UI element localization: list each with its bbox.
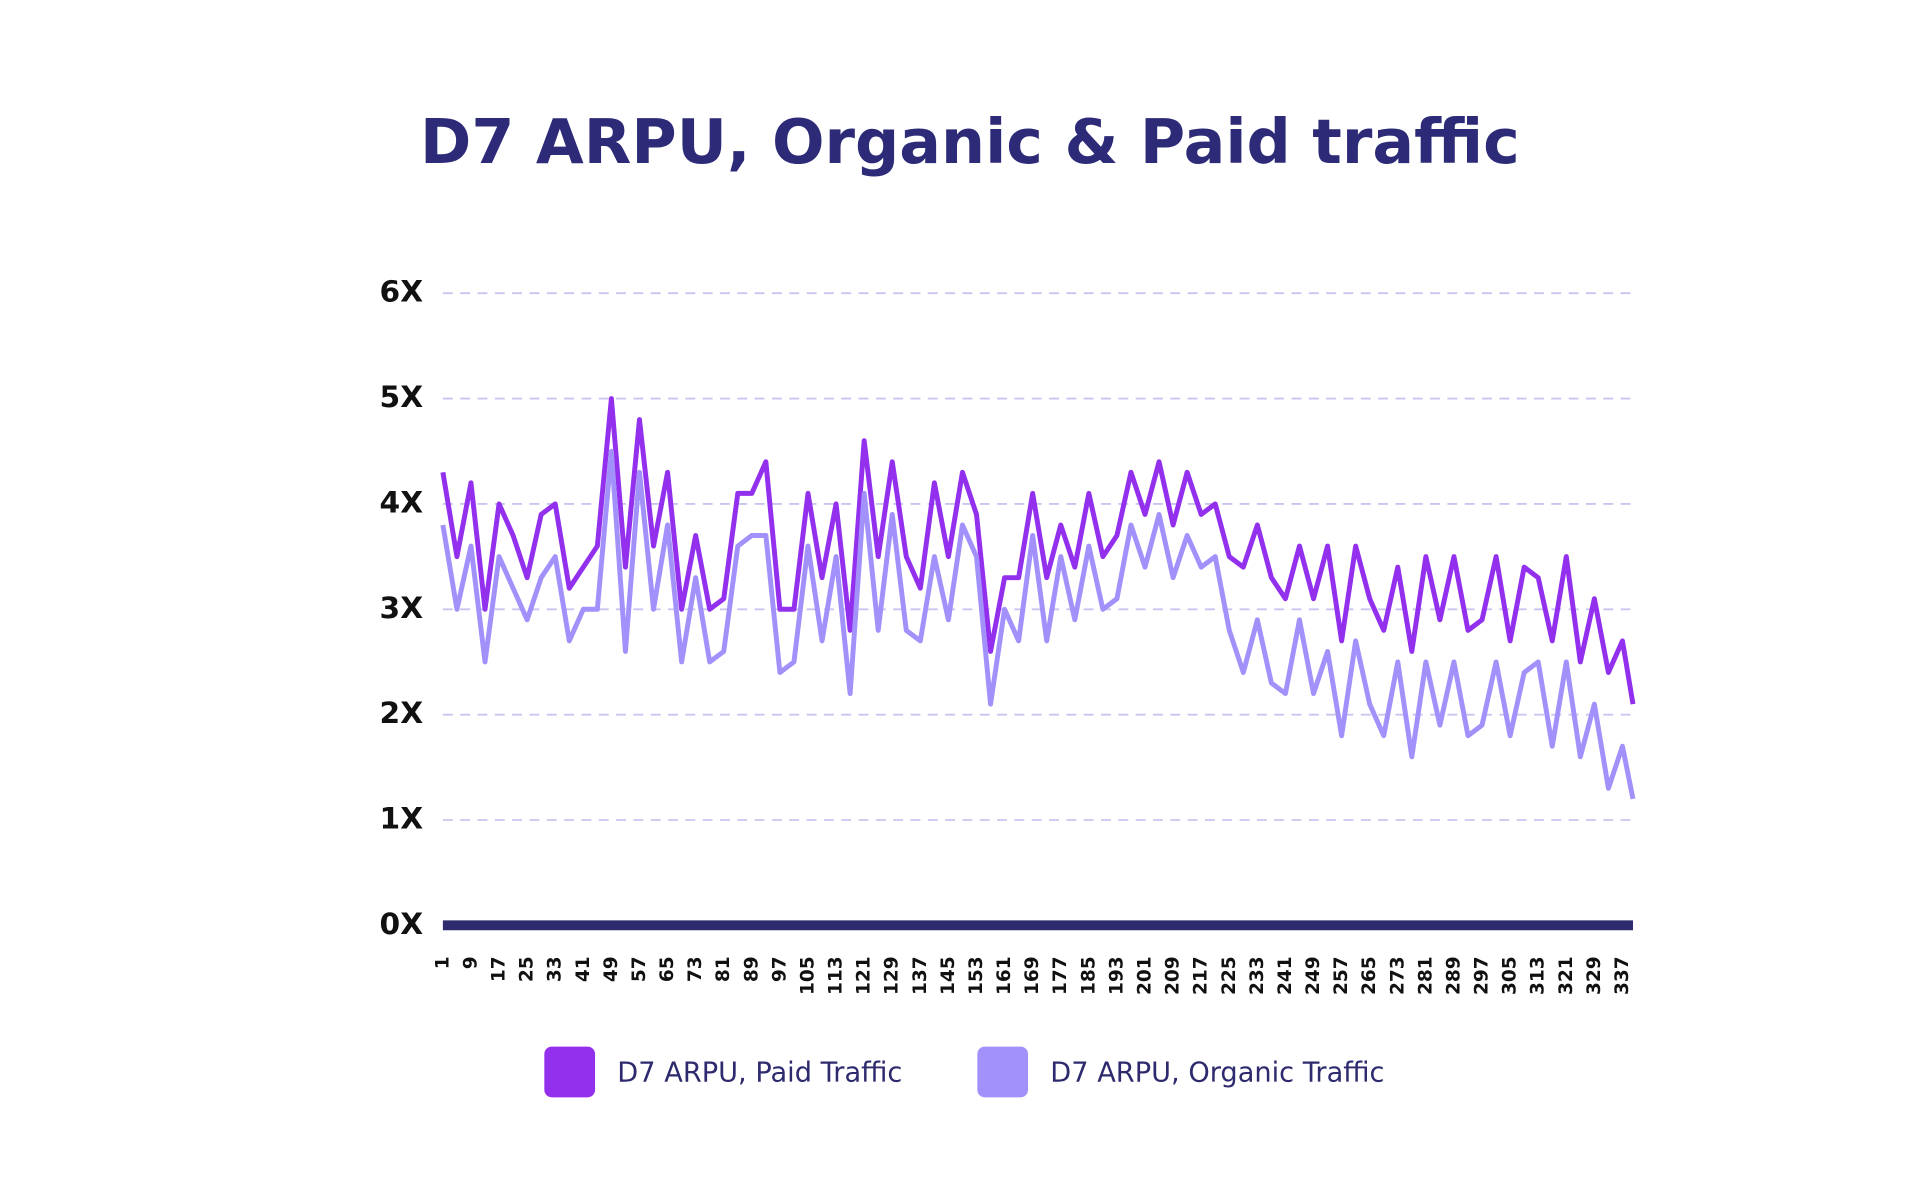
x-tick-label: 265 <box>1359 956 1380 995</box>
x-tick-label: 209 <box>1163 956 1184 995</box>
legend-swatch <box>544 1046 596 1098</box>
x-tick-label: 185 <box>1078 956 1099 995</box>
x-tick-label: 57 <box>629 956 650 982</box>
x-tick-label: 161 <box>994 956 1015 995</box>
x-tick-label: 233 <box>1247 956 1268 995</box>
chart-title: D7 ARPU, Organic & Paid traffic <box>420 106 1520 178</box>
series-line <box>440 396 1636 705</box>
x-tick-label: 241 <box>1275 956 1296 995</box>
x-tick-label: 73 <box>685 956 706 982</box>
x-tick-label: 329 <box>1584 956 1605 995</box>
x-tick-label: 81 <box>713 956 734 982</box>
x-tick-label: 201 <box>1135 956 1156 995</box>
x-tick-label: 305 <box>1500 956 1521 995</box>
x-tick-label: 97 <box>769 956 790 982</box>
x-tick-label: 65 <box>657 956 678 982</box>
y-tick-label: 1X <box>380 802 424 837</box>
series-line <box>440 448 1636 800</box>
x-tick-label: 281 <box>1415 956 1436 995</box>
x-tick-label: 217 <box>1191 956 1212 995</box>
x-tick-label: 17 <box>489 956 510 982</box>
x-tick-label: 137 <box>910 956 931 995</box>
x-tick-label: 9 <box>460 956 481 969</box>
y-tick-label: 2X <box>380 696 424 731</box>
x-tick-label: 297 <box>1472 956 1493 995</box>
y-tick-label: 6X <box>380 275 424 310</box>
y-tick-label: 5X <box>380 380 424 415</box>
x-tick-label: 289 <box>1443 956 1464 995</box>
x-tick-label: 337 <box>1612 956 1633 995</box>
x-tick-label: 145 <box>938 956 959 995</box>
x-tick-label: 33 <box>545 956 566 982</box>
x-tick-label: 1 <box>432 956 453 969</box>
x-tick-label: 249 <box>1303 956 1324 995</box>
x-tick-label: 113 <box>826 956 847 995</box>
x-tick-label: 321 <box>1556 956 1577 995</box>
legend-swatch <box>977 1046 1029 1098</box>
legend-label: D7 ARPU, Organic Traffic <box>1050 1057 1384 1088</box>
legend-label: D7 ARPU, Paid Traffic <box>617 1057 902 1088</box>
x-tick-label: 25 <box>517 956 538 982</box>
x-tick-label: 257 <box>1331 956 1352 995</box>
x-tick-label: 273 <box>1387 956 1408 995</box>
x-tick-label: 129 <box>882 956 903 995</box>
x-tick-label: 177 <box>1050 956 1071 995</box>
x-tick-label: 121 <box>854 956 875 995</box>
x-tick-label: 153 <box>966 956 987 995</box>
x-tick-label: 169 <box>1022 956 1043 995</box>
x-tick-label: 41 <box>573 956 594 982</box>
x-tick-label: 89 <box>741 956 762 982</box>
x-tick-label: 193 <box>1106 956 1127 995</box>
x-tick-label: 49 <box>601 956 622 982</box>
x-tick-label: 313 <box>1528 956 1549 995</box>
x-tick-label: 225 <box>1219 956 1240 995</box>
y-tick-label: 3X <box>380 591 424 626</box>
y-tick-label: 4X <box>380 485 424 520</box>
x-tick-label: 105 <box>797 956 818 995</box>
y-tick-label: 0X <box>380 907 424 942</box>
